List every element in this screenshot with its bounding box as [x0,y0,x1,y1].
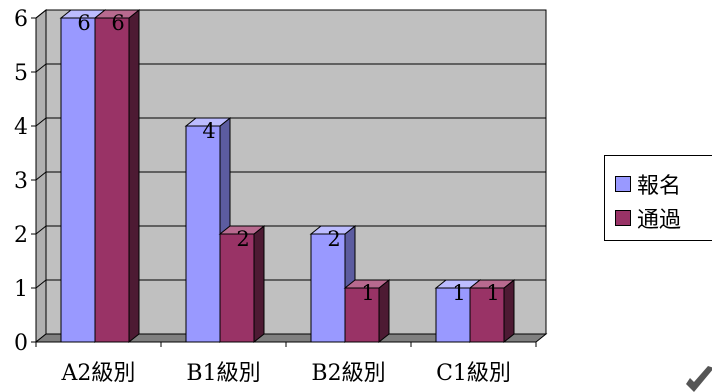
data-label: 1 [361,281,374,305]
y-tick-label: 4 [14,115,28,140]
bar [469,287,505,343]
legend-swatch-passed [615,210,631,226]
gridline-side [35,171,47,181]
data-label: 4 [202,119,215,143]
legend-item-passed: 通過 [615,204,682,233]
data-label: 1 [452,281,465,305]
data-label: 2 [236,227,249,251]
bar-top [468,279,516,289]
bar [310,233,346,343]
legend-swatch-signup [615,176,631,192]
bar-side [128,8,140,344]
bars [59,8,516,344]
legend-label-signup: 報名 [637,174,682,199]
x-tick-label: B2級別 [311,361,385,386]
y-tick-label: 2 [14,223,28,248]
legend-item-signup: 報名 [615,170,682,199]
bar-top [309,225,357,235]
y-tick-label: 1 [14,277,28,302]
bar [185,125,221,343]
data-label: 6 [77,11,90,35]
gridline-side [35,225,47,235]
gridline-side [35,279,47,289]
y-tick-label: 5 [14,61,28,86]
bar-top [184,117,232,127]
checkmark-icon [686,366,712,392]
data-label: 2 [327,227,340,251]
gridline-side [35,117,47,127]
bar-top [343,279,391,289]
bar-top [218,225,266,235]
data-label: 1 [486,281,499,305]
bar [94,17,130,343]
y-tick-label: 3 [14,169,28,194]
y-tick-label: 0 [14,331,28,356]
bar-top [93,9,141,19]
x-tick-label: A2級別 [61,361,136,386]
legend-label-passed: 通過 [637,208,682,233]
bar-side [253,224,265,344]
gridline-side [35,63,47,73]
bar [344,287,380,343]
x-tick-label: C1級別 [436,361,511,386]
y-tick-label: 6 [14,7,28,32]
bar [60,17,96,343]
data-label: 6 [111,11,124,35]
gridline-side [35,9,47,19]
x-tick-label: B1級別 [186,361,260,386]
bar-side [503,278,515,344]
bar [219,233,255,343]
legend: 報名 通過 [604,155,712,241]
bar-side [378,278,390,344]
